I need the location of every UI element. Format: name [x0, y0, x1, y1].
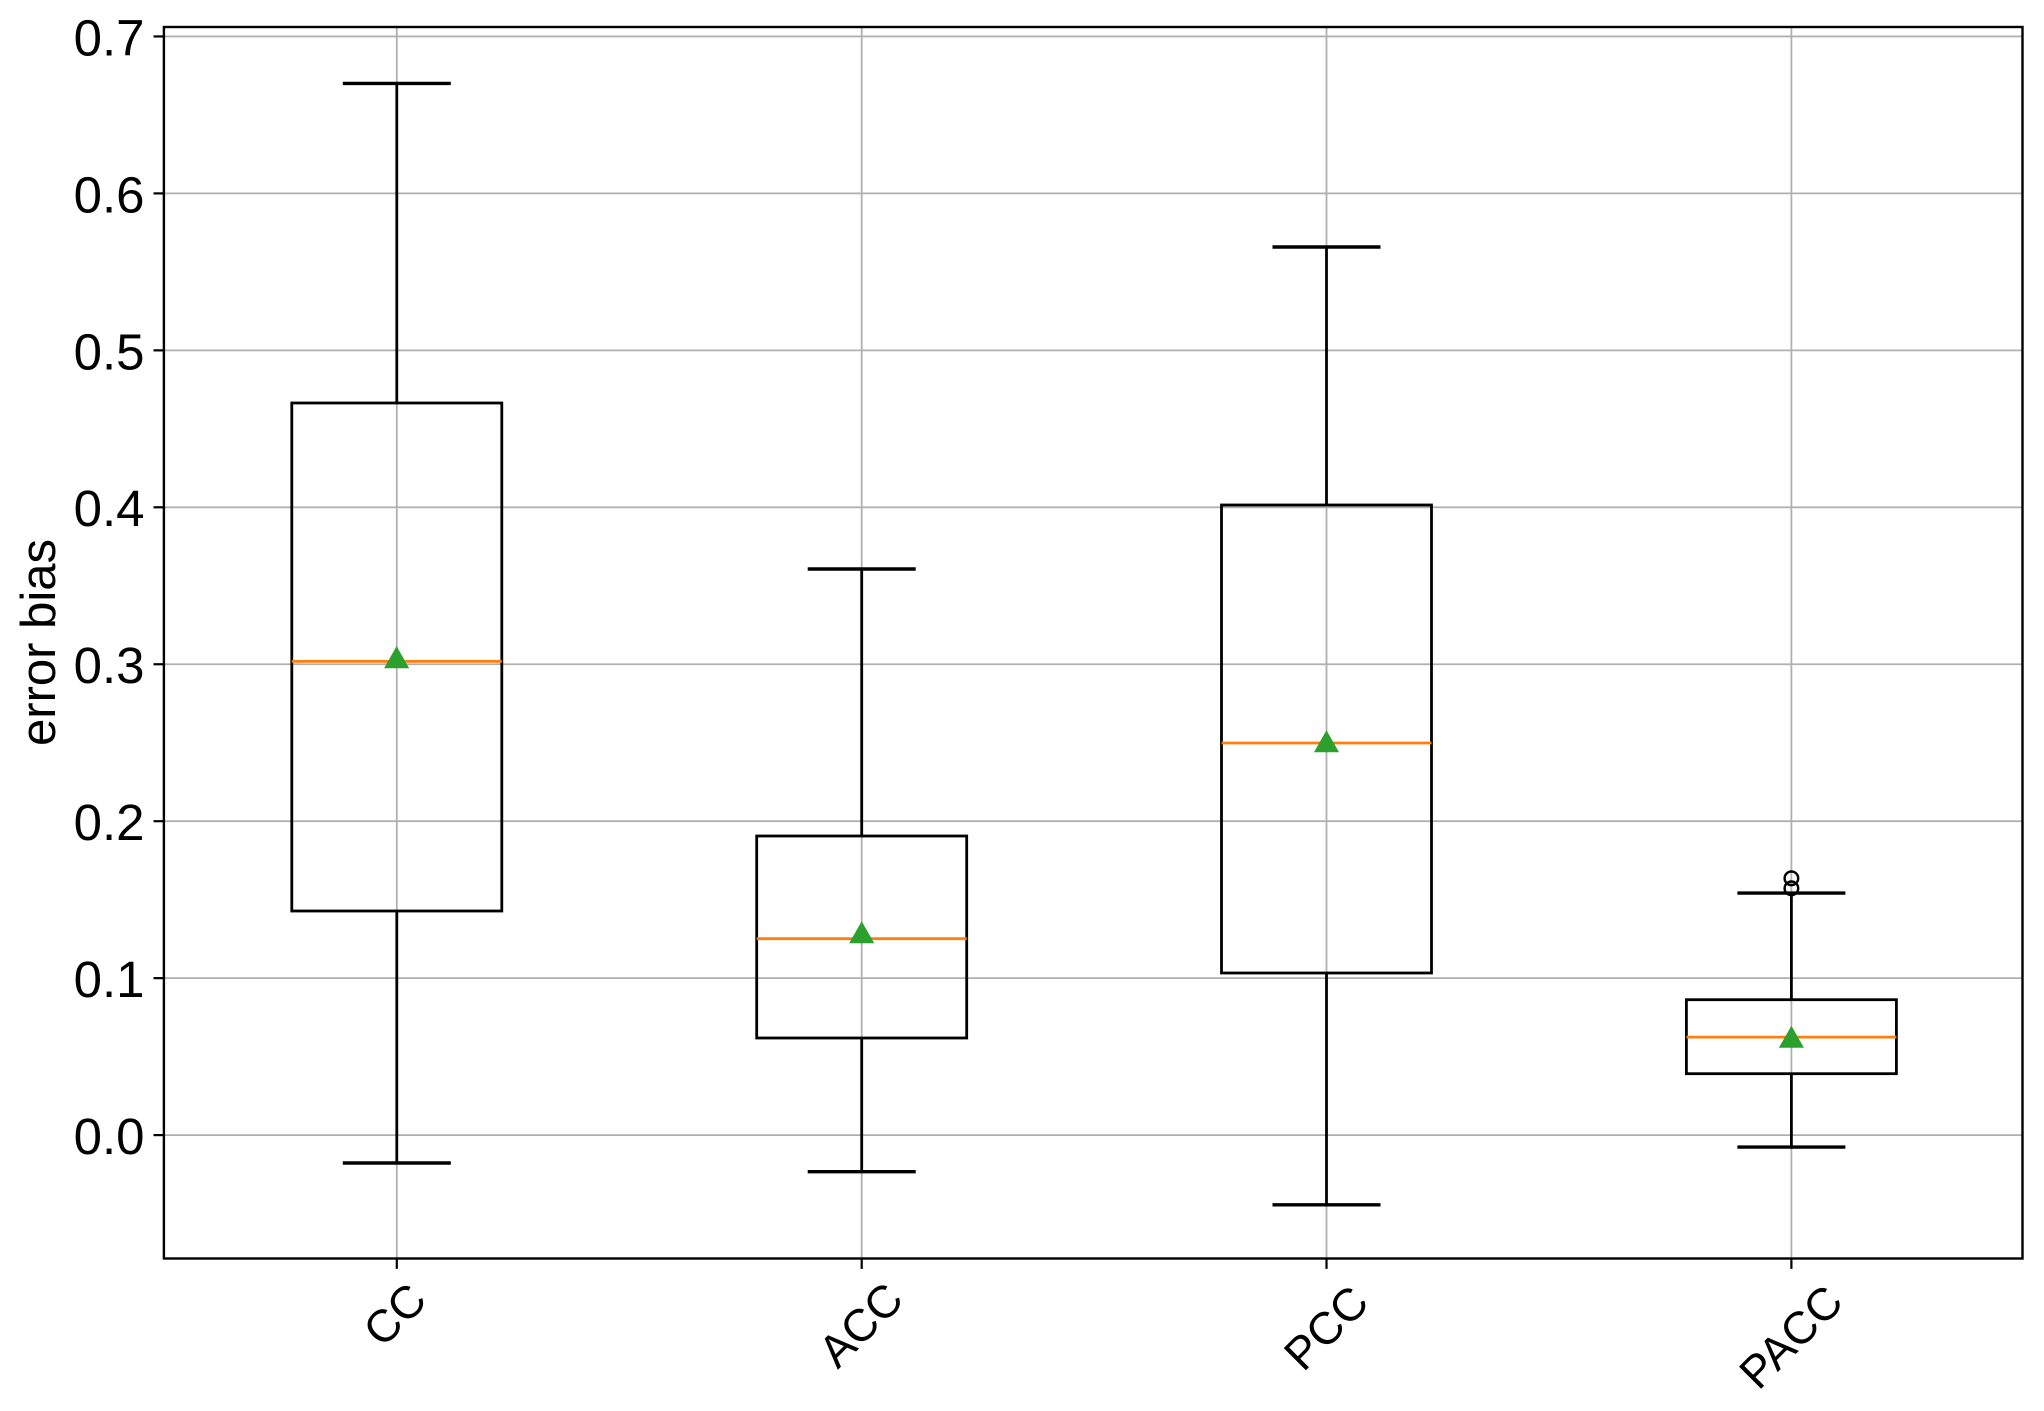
svg-text:0.7: 0.7 [74, 9, 145, 66]
svg-text:0.2: 0.2 [74, 794, 145, 851]
svg-text:0.4: 0.4 [74, 480, 145, 537]
svg-text:0.5: 0.5 [74, 323, 145, 380]
svg-text:0.6: 0.6 [74, 166, 145, 223]
svg-text:error bias: error bias [12, 539, 66, 746]
svg-text:0.1: 0.1 [74, 951, 145, 1008]
svg-text:0.0: 0.0 [74, 1108, 145, 1165]
svg-text:0.3: 0.3 [74, 637, 145, 694]
